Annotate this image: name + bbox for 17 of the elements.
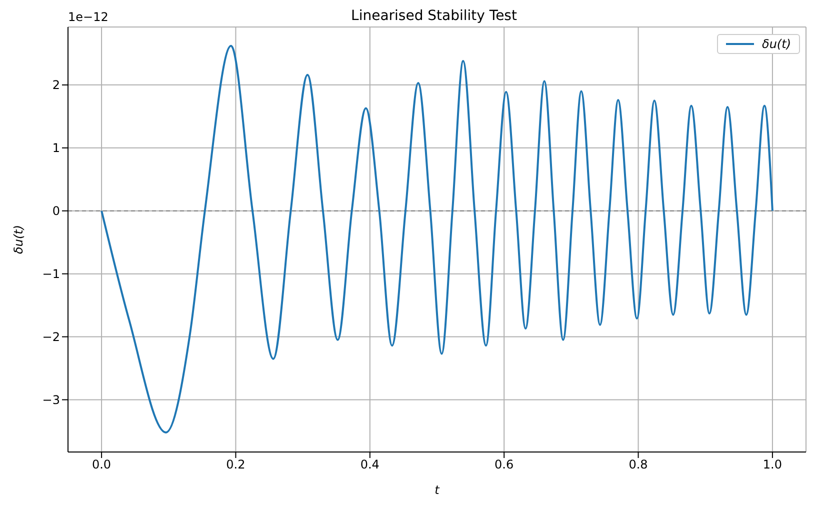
y-tick-label: −2 [42, 330, 60, 344]
legend-label: δu(t) [762, 37, 791, 51]
x-tick-label: 0.0 [92, 458, 112, 472]
y-tick-label: 2 [52, 78, 60, 92]
y-tick-label: 1 [52, 141, 60, 156]
x-tick-label: 0.6 [494, 458, 514, 472]
text: 1e−12 [68, 10, 108, 24]
x-tick-label: 0.4 [360, 458, 380, 472]
x-axis-title: t [434, 483, 441, 497]
y-tick-label: −1 [42, 267, 60, 282]
x-tick-label: 1.0 [762, 458, 782, 472]
y-tick-label: −3 [42, 393, 60, 407]
y-axis-title: δu(t) [11, 224, 26, 254]
x-tick-label: 0.8 [628, 458, 648, 472]
x-tick-label: 0.2 [226, 458, 246, 472]
chart-title: Linearised Stability Test [351, 8, 517, 24]
y-tick-label: 0 [52, 204, 60, 218]
